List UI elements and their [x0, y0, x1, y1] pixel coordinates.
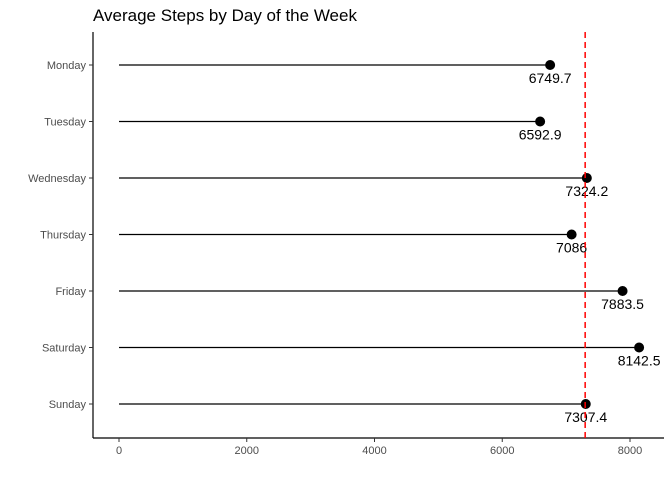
- lollipop-point: [535, 116, 546, 127]
- data-label: 7883.5: [601, 296, 644, 312]
- lollipop-point: [581, 173, 592, 183]
- y-tick-label: Thursday: [40, 230, 86, 242]
- data-label: 6749.7: [529, 70, 572, 86]
- lollipop-point: [634, 342, 645, 353]
- y-tick-label: Sunday: [49, 399, 87, 411]
- lollipop-point: [566, 229, 577, 240]
- data-label: 7324.2: [565, 183, 608, 199]
- y-tick-label: Saturday: [42, 343, 87, 355]
- lollipop-point: [545, 60, 556, 70]
- y-tick-label: Tuesday: [44, 117, 86, 129]
- data-label: 6592.9: [519, 127, 562, 143]
- y-tick-label: Wednesday: [28, 173, 86, 185]
- x-tick-label: 0: [116, 445, 122, 457]
- lollipop-point: [617, 286, 628, 296]
- x-tick-label: 4000: [362, 445, 386, 457]
- chart-title: Average Steps by Day of the Week: [93, 6, 357, 25]
- x-tick-label: 2000: [235, 445, 259, 457]
- data-label: 7086: [556, 240, 587, 256]
- y-tick-label: Friday: [55, 286, 86, 298]
- plot-area: 0 2000 4000 6000 8000 Monday 6749.7 Tuesday 6592…: [28, 32, 664, 457]
- x-tick-label: 6000: [490, 445, 514, 457]
- y-tick-label: Monday: [47, 60, 87, 72]
- x-tick-label: 8000: [618, 445, 642, 457]
- data-label: 8142.5: [618, 353, 661, 369]
